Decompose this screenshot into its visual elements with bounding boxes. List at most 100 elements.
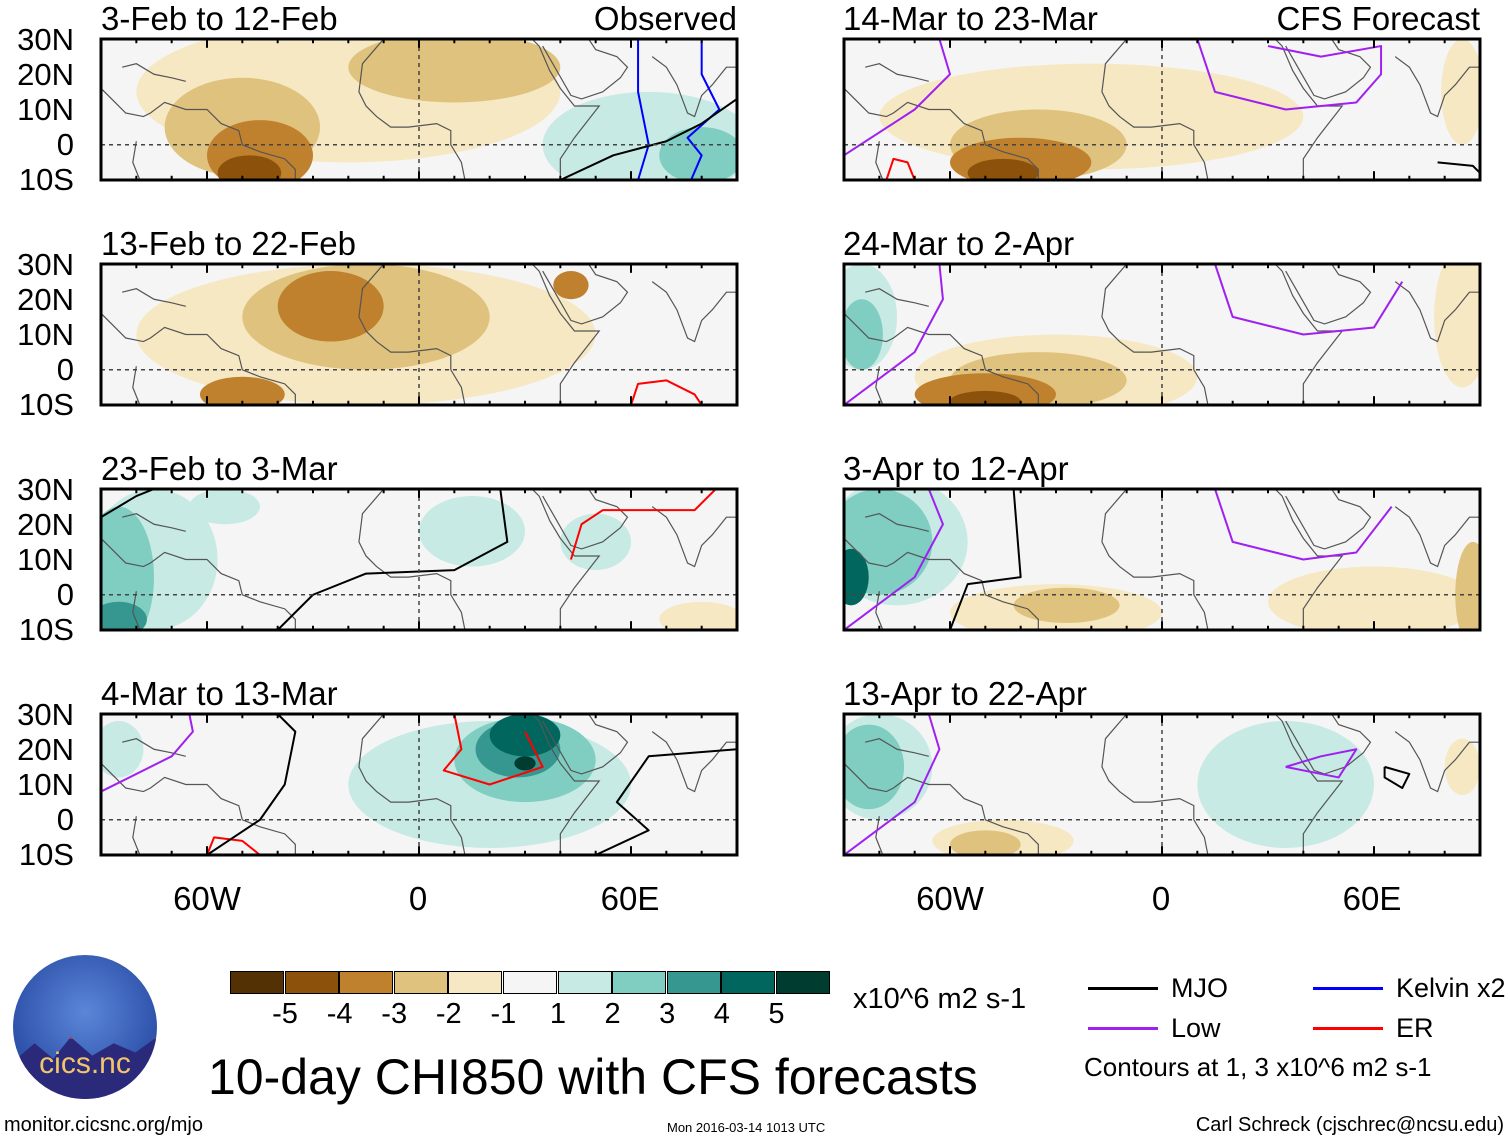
colorbar-label: -2 [435,998,462,1030]
coastline [1102,39,1208,180]
lat-label: 0 [56,577,74,612]
coastline [122,289,186,307]
panel-title: 3-Feb to 12-Feb [101,0,338,37]
coastline [876,141,883,180]
mjo-contour [278,489,508,630]
panel-title: 13-Feb to 22-Feb [101,225,356,262]
colorbar-swatch [776,971,830,994]
lon-label-0-right: 0 [1151,880,1171,917]
anomaly-region-level-2 [844,489,933,595]
colorbar-swatch [284,971,339,994]
map-panel [101,39,737,180]
coastline [865,289,929,307]
coastline [543,39,628,99]
colorbar-swatch [721,971,776,994]
lon-label-60e-left: 60E [600,880,660,917]
coastline [844,538,1038,630]
lon-label-60e-right: 60E [1342,880,1402,917]
coastline [1275,264,1342,405]
lat-label: 0 [56,802,74,837]
anomaly-region-level--2 [950,830,1021,855]
er-contour [571,489,716,560]
anomaly-region-level-4 [844,548,869,606]
map-frame [844,489,1480,630]
coastline [122,64,186,82]
coastline [652,57,737,117]
coastline [865,64,929,82]
coastline [101,88,295,180]
lat-label: 20N [17,507,74,542]
anomaly-region-level--1 [1434,264,1480,388]
map-frame [844,264,1480,405]
anomaly-region-level-2 [844,299,883,370]
coastline [1395,282,1480,342]
lat-label: 10N [17,317,74,352]
logo-text: cics.nc [39,1047,131,1080]
anomaly-region-level-1 [1197,721,1374,848]
lat-label: 30N [17,697,74,732]
anomaly-region-level-1 [189,489,260,525]
anomaly-region-level--4 [217,155,282,180]
lat-label: 20N [17,57,74,92]
colorbar-label: 1 [549,998,567,1030]
coastline [865,514,929,532]
colorbar-label: -5 [272,998,298,1030]
anomaly-region-level--2 [1455,541,1480,630]
map-panel [101,489,737,630]
coastline [1395,732,1480,792]
coastline [133,591,140,630]
lat-label: 10S [18,837,74,872]
mjo-contour [207,714,295,855]
panel-source-label: CFS Forecast [1276,0,1480,37]
coastline [865,739,929,757]
anomaly-region-level-3 [101,601,147,630]
map-panel [101,714,737,855]
map-panel [101,264,737,405]
colorbar-swatch [666,971,721,994]
coastline [1102,264,1208,405]
panel-title: 4-Mar to 13-Mar [101,675,338,712]
coastline [844,88,1038,180]
lon-label-0-left: 0 [408,880,428,917]
coastline [1275,714,1342,855]
footer-url[interactable]: monitor.cicsnc.org/mjo [4,1114,203,1136]
coastline [652,732,737,792]
coastline [1286,264,1371,324]
coastline [133,366,140,405]
legend-label-low: Low [1171,1013,1221,1043]
coastline [543,264,628,324]
coastline [532,264,599,405]
kelvin-contour [688,39,720,180]
coastline [532,39,599,180]
low-contour [844,489,943,630]
anomaly-region-level--3 [199,376,285,405]
lon-label-60w-left: 60W [173,880,241,917]
colorbar-swatch [230,971,284,994]
lat-label: 30N [17,472,74,507]
colorbar-swatch [393,971,448,994]
kelvin-contour [638,39,649,180]
lat-label: 20N [17,732,74,767]
mjo-contour [101,489,154,517]
anomaly-region-level-2 [844,724,905,810]
contour-note: Contours at 1, 3 x10^6 m2 s-1 [1084,1052,1432,1082]
colorbar-label: 4 [713,998,730,1030]
anomaly-region-level--4 [950,390,1021,405]
mjo-contour [560,99,737,180]
anomaly-region-level--1 [1444,738,1480,796]
er-contour [444,714,543,785]
panel-title: 23-Feb to 3-Mar [101,450,338,487]
panel-title: 3-Apr to 12-Apr [843,450,1069,487]
legend-line-low [1088,1027,1158,1030]
colorbar-label: -3 [381,998,408,1030]
figure-title: 10-day CHI850 with CFS forecasts [208,1049,978,1105]
coastline [133,141,140,180]
anomaly-region-level--1 [659,601,737,630]
legend-label-er: ER [1396,1013,1434,1043]
er-contour [631,380,702,405]
colorbar-swatch [503,971,557,994]
low-contour [1215,264,1402,335]
map-panel [844,39,1480,180]
anomaly-region-level--3 [553,271,589,300]
